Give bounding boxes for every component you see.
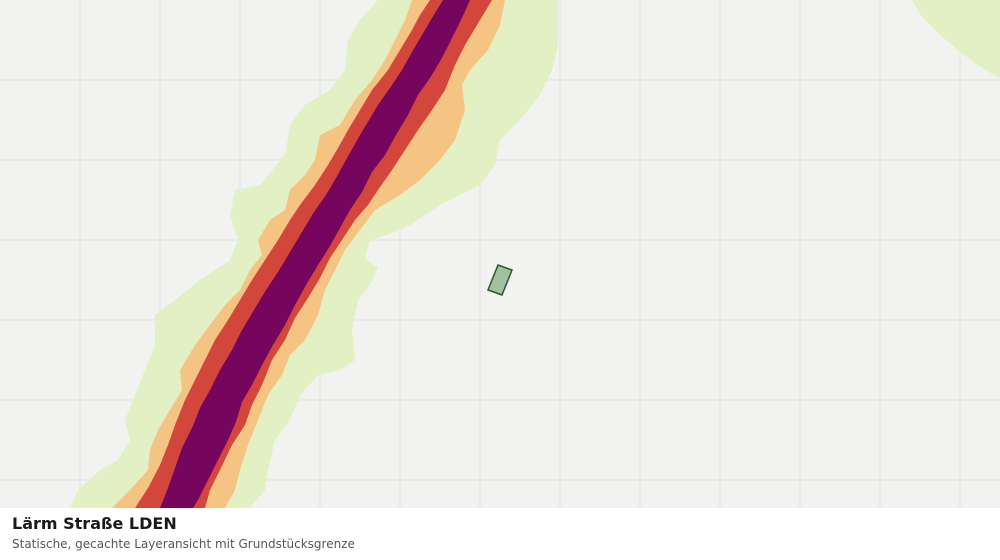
layer-title: Lärm Straße LDEN	[12, 514, 177, 533]
caption-bar: Lärm Straße LDEN Statische, gecachte Lay…	[0, 508, 1000, 560]
map-view	[0, 0, 1000, 508]
layer-subtitle: Statische, gecachte Layeransicht mit Gru…	[12, 537, 355, 551]
parcel-boundary	[487, 264, 513, 296]
noise-zone-very-high	[160, 0, 470, 508]
noise-zone-low-topright	[912, 0, 1000, 78]
